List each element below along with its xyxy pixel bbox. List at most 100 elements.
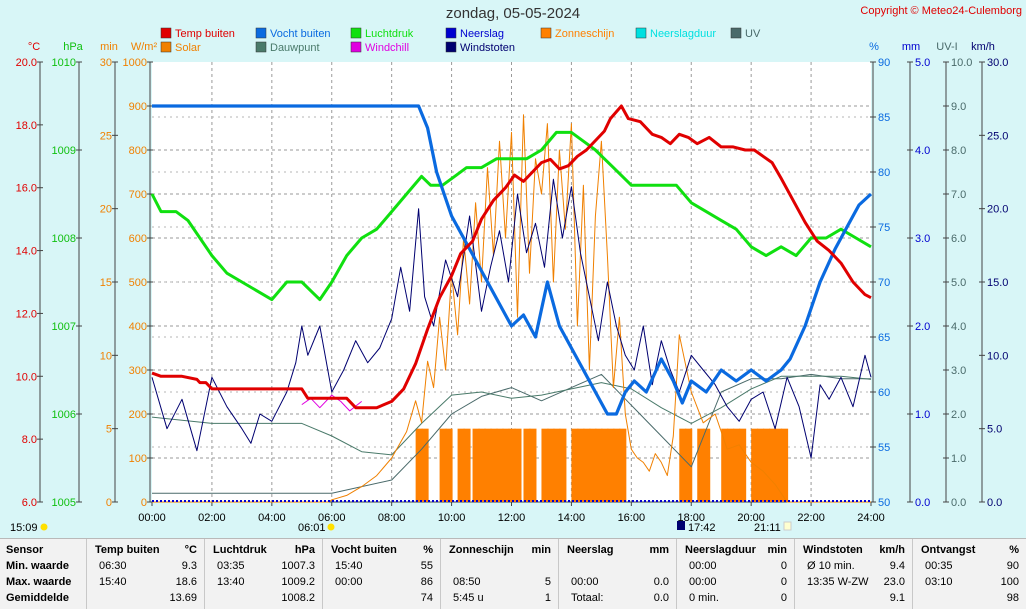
sunshine-bar	[529, 428, 537, 502]
legend-label: Windstoten	[460, 42, 515, 54]
stats-avg-row: 0 min. 0	[685, 590, 787, 606]
x-tick-label: 14:00	[558, 512, 586, 524]
stats-min-value: 90	[1006, 560, 1019, 572]
stats-max-value: 100	[1000, 576, 1019, 588]
stats-max-row: 00:00 86	[331, 574, 433, 590]
axis-tick-label: 5.0	[951, 277, 966, 289]
axis-tick-label: 1010	[52, 57, 76, 69]
axis-tick-label: 20.0	[16, 57, 37, 69]
sunshine-bar	[601, 428, 609, 502]
axis-tick-label: 10.0	[987, 350, 1008, 362]
axis-tick-label: 2.0	[915, 321, 930, 333]
axis-tick-label: 16.0	[16, 183, 37, 195]
stats-avg-row: 1008.2	[213, 590, 315, 606]
axis-tick-label: 5.0	[987, 424, 1002, 436]
sunshine-bar	[721, 428, 729, 502]
timebar-sunrise: 06:01	[298, 522, 326, 534]
legend-label: Solar	[175, 42, 201, 54]
axis-tick-label: 80	[878, 167, 890, 179]
stats-column-unit: mm	[649, 544, 669, 556]
stats-min-row: 03:35 1007.3	[213, 558, 315, 574]
stats-column-name: Neerslag	[567, 544, 614, 556]
stats-column-unit: °C	[184, 544, 197, 556]
axis-tick-label: 20.0	[987, 204, 1008, 216]
legend-label: Neerslag	[460, 28, 504, 40]
axis-tick-label: 6.0	[951, 233, 966, 245]
axis-tick-label: 8.0	[22, 434, 37, 446]
axis-tick-label: 6.0	[22, 497, 37, 509]
axis-tick-label: 800	[129, 145, 147, 157]
axis-tick-label: 4.0	[915, 145, 930, 157]
axis-tick-label: 15.0	[987, 277, 1008, 289]
stats-max-row: 08:50 5	[449, 574, 551, 590]
stats-column-unit: %	[1009, 544, 1019, 556]
sunshine-bar	[697, 428, 705, 502]
legend-label: Neerslagduur	[650, 28, 716, 40]
axis-tick-label: 25	[100, 130, 112, 142]
sunshine-bar	[595, 428, 603, 502]
axis-tick-label: 1006	[52, 409, 76, 421]
sun-icon	[40, 523, 48, 531]
stats-column-name: Luchtdruk	[213, 544, 267, 556]
stats-avg-value: 0	[780, 592, 787, 604]
stats-min-row	[449, 558, 551, 574]
stats-column-header: Temp buiten °C	[95, 542, 197, 558]
axis-tick-label: 1000	[123, 57, 147, 69]
axis-tick-label: 1009	[52, 145, 76, 157]
stats-column: Windstoten km/h Ø 10 min. 9.4 13:35 W-ZW 23.0…	[803, 542, 905, 606]
stats-min-row: 06:30 9.3	[95, 558, 197, 574]
axis-tick-label: 15	[100, 277, 112, 289]
stats-column-header: Windstoten km/h	[803, 542, 905, 558]
axis-unit-label: km/h	[971, 41, 995, 53]
sunshine-bar	[484, 428, 492, 502]
axis-unit-label: UV-I	[936, 41, 957, 53]
stats-max-time: 13:40	[217, 576, 245, 588]
legend-swatch	[350, 41, 362, 53]
axis-tick-label: 0.0	[951, 497, 966, 509]
stats-column-unit: km/h	[879, 544, 905, 556]
stats-max-time: 00:00	[335, 576, 363, 588]
axis-tick-label: 4.0	[951, 321, 966, 333]
stats-column: Ontvangst% 00:35 90 03:10 100 98	[921, 542, 1019, 606]
stats-max-time: 13:35 W-ZW	[807, 576, 869, 588]
legend-label: Windchill	[365, 42, 409, 54]
axis-unit-label: %	[869, 41, 879, 53]
stats-column-name: Ontvangst	[921, 544, 976, 556]
moon-icon	[783, 521, 792, 531]
series-line-solar	[152, 114, 871, 503]
sunshine-bar	[514, 428, 522, 502]
sunshine-bar	[607, 428, 615, 502]
stats-column-name: Zonneschijn	[449, 544, 514, 556]
stats-max-value: 0.0	[653, 576, 669, 588]
sunshine-bar	[553, 428, 561, 502]
legend-label: Temp buiten	[175, 28, 235, 40]
stats-avg-value: 1008.2	[281, 592, 315, 604]
stats-max-value: 23.0	[883, 576, 905, 588]
stats-avg-time: 0 min.	[689, 592, 719, 604]
stats-avg-value: 98	[1006, 592, 1019, 604]
stats-max-row: 13:40 1009.2	[213, 574, 315, 590]
series-line-temp-buiten	[151, 104, 872, 410]
stats-column: Temp buiten °C 06:30 9.3 15:40 18.6 13.69	[95, 542, 197, 606]
stats-avg-row: 74	[331, 590, 433, 606]
stats-table: Sensor Min. waarde Max. waarde Gemiddelde Te…	[0, 538, 1026, 609]
axis-tick-label: 30	[100, 57, 112, 69]
stats-row-label: Max. waarde	[6, 576, 72, 588]
axis-tick-label: 10.0	[951, 57, 972, 69]
axis-tick-label: 30.0	[987, 57, 1008, 69]
sunshine-bar	[679, 428, 687, 502]
axis-tick-label: 8.0	[951, 145, 966, 157]
stats-column-header: Neerslagduur min	[685, 542, 787, 558]
sunshine-bar	[415, 428, 423, 502]
axis-tick-label: 3.0	[951, 365, 966, 377]
x-tick-label: 08:00	[378, 512, 406, 524]
stats-min-value: 0	[780, 560, 787, 572]
stats-max-time: 03:10	[925, 576, 953, 588]
axis-tick-label: 25.0	[987, 130, 1008, 142]
stats-column-divider	[558, 539, 559, 609]
axis-tick-label: 600	[129, 233, 147, 245]
stats-column-header: Zonneschijn min	[449, 542, 551, 558]
sunshine-bar	[421, 428, 429, 502]
legend-swatch	[350, 27, 362, 39]
axis-tick-label: 900	[129, 101, 147, 113]
